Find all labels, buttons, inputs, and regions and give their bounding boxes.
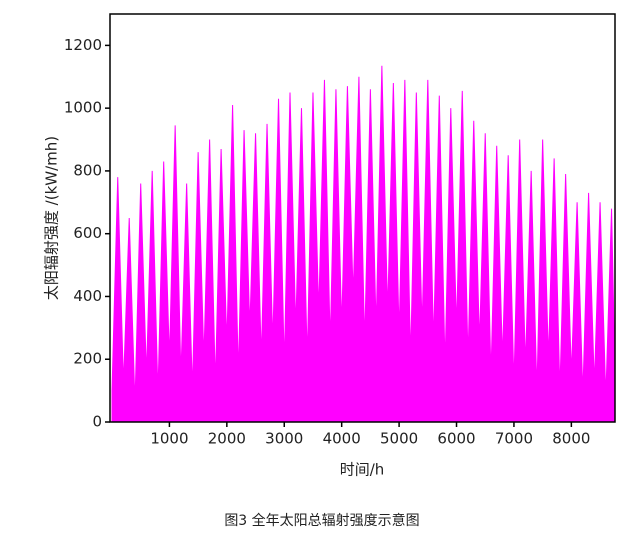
y-axis-label: 太阳辐射强度 /(kW/mh) bbox=[43, 136, 61, 300]
caption: 图3 全年太阳总辐射强度示意图 bbox=[224, 512, 419, 529]
y-tick-label: 1200 bbox=[64, 36, 102, 54]
x-tick-label: 2000 bbox=[208, 430, 246, 448]
x-tick-label: 6000 bbox=[437, 430, 475, 448]
y-tick-label: 0 bbox=[92, 413, 102, 431]
y-tick-label: 800 bbox=[73, 161, 102, 179]
x-tick-label: 1000 bbox=[150, 430, 188, 448]
x-tick-label: 3000 bbox=[265, 430, 303, 448]
y-tick-label: 1000 bbox=[64, 99, 102, 117]
x-tick-label: 8000 bbox=[552, 430, 590, 448]
x-tick-label: 7000 bbox=[495, 430, 533, 448]
y-tick-label: 600 bbox=[73, 224, 102, 242]
x-axis-label: 时间/h bbox=[340, 461, 385, 479]
plot-frame bbox=[109, 13, 616, 423]
y-tick-label: 200 bbox=[73, 350, 102, 368]
y-tick-label: 400 bbox=[73, 287, 102, 305]
x-tick-label: 4000 bbox=[323, 430, 361, 448]
radiation-area bbox=[111, 65, 616, 423]
x-tick-label: 5000 bbox=[380, 430, 418, 448]
